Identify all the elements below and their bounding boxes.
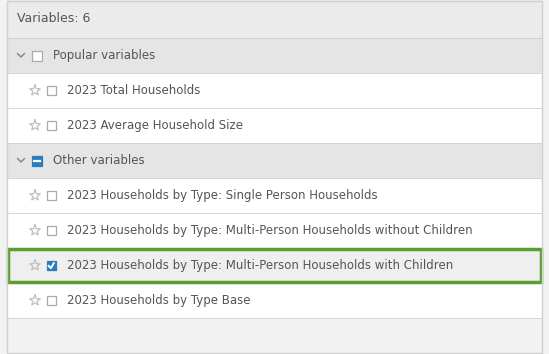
Text: 2023 Households by Type Base: 2023 Households by Type Base xyxy=(67,294,250,307)
Bar xyxy=(7,73,542,108)
Bar xyxy=(47,86,55,95)
Bar xyxy=(8,249,541,282)
Bar xyxy=(47,191,55,200)
Bar xyxy=(7,108,542,143)
Bar xyxy=(7,248,542,283)
Text: Other variables: Other variables xyxy=(53,154,144,167)
Bar xyxy=(7,143,542,178)
Text: Popular variables: Popular variables xyxy=(53,49,155,62)
Bar xyxy=(7,213,542,248)
Text: 2023 Households by Type: Multi-Person Households with Children: 2023 Households by Type: Multi-Person Ho… xyxy=(67,259,453,272)
Bar xyxy=(47,226,55,235)
Bar xyxy=(32,155,42,166)
Bar xyxy=(7,283,542,318)
Bar xyxy=(47,261,55,270)
Bar xyxy=(47,121,55,130)
Bar xyxy=(7,38,542,73)
Text: 2023 Total Households: 2023 Total Households xyxy=(67,84,200,97)
Bar xyxy=(7,0,542,38)
Text: Variables: 6: Variables: 6 xyxy=(17,12,91,25)
Text: 2023 Average Household Size: 2023 Average Household Size xyxy=(67,119,243,132)
Text: 2023 Households by Type: Multi-Person Households without Children: 2023 Households by Type: Multi-Person Ho… xyxy=(67,224,473,237)
Text: 2023 Households by Type: Single Person Households: 2023 Households by Type: Single Person H… xyxy=(67,189,378,202)
Bar xyxy=(47,296,55,305)
Bar xyxy=(32,51,42,61)
Bar xyxy=(7,178,542,213)
